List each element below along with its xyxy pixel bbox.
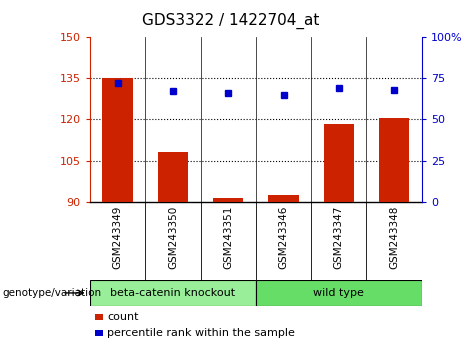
Text: percentile rank within the sample: percentile rank within the sample: [107, 328, 296, 338]
Bar: [324, 124, 354, 202]
Text: GSM243351: GSM243351: [223, 206, 233, 269]
Bar: [95, 314, 103, 320]
Bar: [158, 152, 188, 202]
Text: GSM243350: GSM243350: [168, 206, 178, 269]
Bar: [90, 280, 256, 306]
Text: GSM243349: GSM243349: [112, 206, 123, 269]
Text: GSM243347: GSM243347: [334, 206, 344, 269]
Bar: [256, 280, 422, 306]
Bar: [102, 78, 133, 202]
Bar: [379, 118, 409, 202]
Text: wild type: wild type: [313, 288, 364, 298]
Bar: [213, 198, 243, 202]
Text: GSM243346: GSM243346: [278, 206, 289, 269]
Text: count: count: [107, 312, 139, 322]
Text: GSM243348: GSM243348: [389, 206, 399, 269]
Bar: [95, 330, 103, 336]
Text: GDS3322 / 1422704_at: GDS3322 / 1422704_at: [142, 12, 319, 29]
Text: beta-catenin knockout: beta-catenin knockout: [110, 288, 236, 298]
Text: genotype/variation: genotype/variation: [2, 288, 101, 298]
Bar: [268, 195, 299, 202]
